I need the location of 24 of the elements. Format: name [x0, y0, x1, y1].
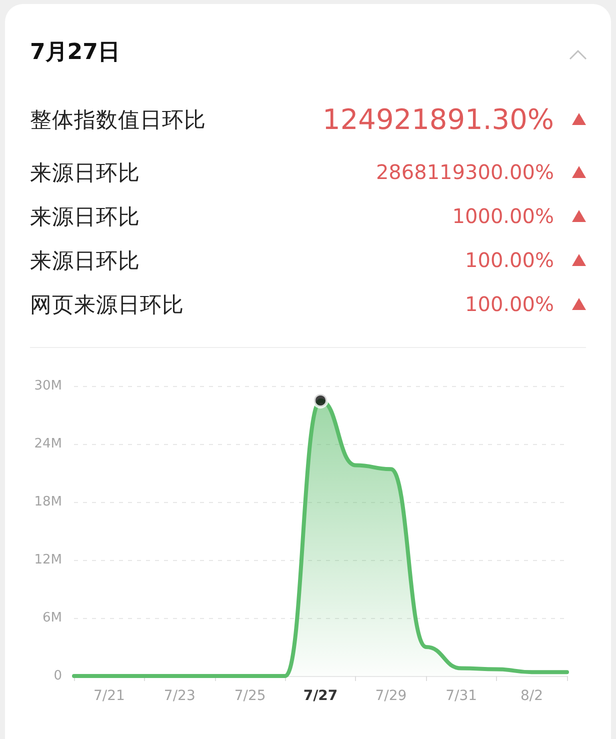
text: 100.00% [465, 248, 554, 272]
text: 整体指数值日环比 [30, 106, 206, 134]
text: 100.00% [465, 292, 554, 316]
y-tick-label: 18M [34, 494, 62, 510]
text: 来源日环比 [30, 248, 140, 274]
y-tick-label: 6M [42, 610, 62, 626]
x-tick-label: 7/31 [446, 688, 478, 704]
text: 124921891.30% [322, 102, 554, 136]
x-tick-label: 8/2 [520, 688, 544, 704]
x-tick-label: 7/29 [375, 688, 407, 704]
text: 来源日环比 [30, 160, 140, 186]
chart-title: 7月27日 [30, 39, 120, 67]
text: 网页来源日环比 [30, 292, 184, 318]
y-tick-label: 30M [34, 378, 62, 394]
y-tick-label: 0 [54, 668, 62, 684]
text: 2868119300.00% [376, 160, 554, 184]
x-tick-label: 7/27 [303, 688, 338, 704]
x-tick-label: 7/23 [164, 688, 196, 704]
x-tick-label: 7/21 [93, 688, 125, 704]
text: 来源日环比 [30, 204, 140, 230]
y-tick-label: 12M [34, 552, 62, 568]
x-tick-label: 7/25 [234, 688, 266, 704]
text: 1000.00% [452, 204, 554, 228]
y-tick-label: 24M [34, 436, 62, 452]
